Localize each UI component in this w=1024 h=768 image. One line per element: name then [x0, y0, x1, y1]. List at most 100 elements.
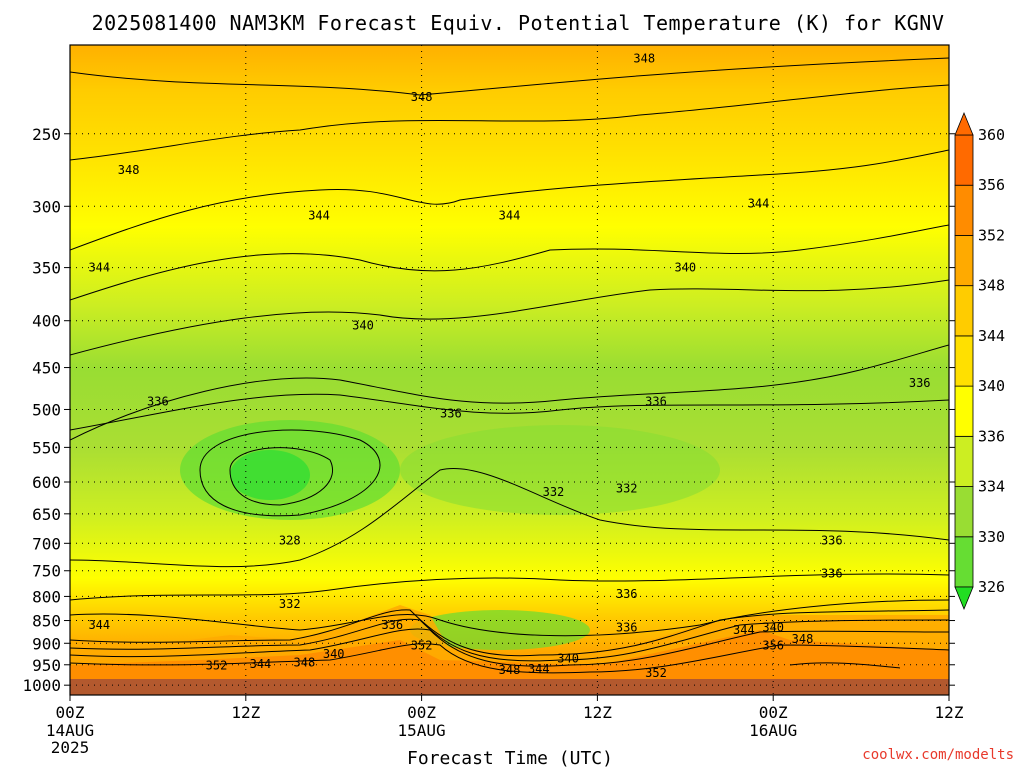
contour-label: 332	[543, 485, 565, 499]
y-tick-label: 700	[32, 534, 61, 553]
contour-336-b	[70, 393, 949, 431]
contour-label: 344	[88, 618, 110, 632]
y-tick-label: 550	[32, 438, 61, 457]
contour-bundle-4	[70, 643, 949, 674]
contour-336-low	[70, 468, 949, 568]
colorbar-segment	[954, 536, 974, 588]
contour-label: 336	[616, 620, 638, 634]
colorbar-segment	[954, 285, 974, 337]
colorbar-label: 356	[978, 176, 1005, 194]
contour-label: 348	[118, 163, 140, 177]
colorbar-segment	[954, 134, 974, 186]
contour-340	[70, 224, 949, 301]
contour-bundle-5	[789, 662, 901, 669]
colorbar-label: 348	[978, 277, 1005, 295]
colorbar-extend-bottom	[954, 586, 974, 611]
contour-label: 348	[499, 663, 521, 677]
x-tick-label: 00Z	[759, 703, 788, 722]
contour-label: 336	[821, 533, 843, 547]
contour-label: 344	[499, 208, 521, 222]
contour-label: 344	[88, 261, 110, 275]
contour-label: 356	[762, 638, 784, 652]
y-tick-label: 750	[32, 562, 61, 581]
grid-lines	[70, 45, 949, 695]
contour-328	[229, 447, 333, 506]
y-tick-label: 250	[32, 125, 61, 144]
contour-label: 336	[645, 394, 667, 408]
contour-label: 344	[748, 197, 770, 211]
contour-label: 340	[762, 620, 784, 634]
contour-bundle-1	[70, 609, 949, 657]
y-tick-label: 300	[32, 197, 61, 216]
contour-bundle-2	[70, 618, 949, 662]
credit-text: coolwx.com/modelts	[862, 747, 1014, 763]
contour-348	[70, 84, 949, 161]
y-tick-label: 1000	[22, 676, 61, 695]
moist-region-2	[230, 450, 310, 500]
ground-strip	[70, 679, 949, 695]
colorbar-segment	[954, 385, 974, 437]
colorbar-extend-top	[954, 111, 974, 136]
contour-label: 336	[909, 376, 931, 390]
colorbar-label: 352	[978, 226, 1005, 244]
colorbar-segment	[954, 435, 974, 487]
colorbar: 326 330 334 336 340 344 348 352 356 360	[954, 111, 1005, 611]
x-tick-label: 00Z	[56, 703, 85, 722]
y-tick-label: 400	[32, 312, 61, 331]
x-axis-label: Forecast Time (UTC)	[407, 748, 613, 768]
moist-region-3	[400, 425, 720, 515]
contour-label: 340	[674, 261, 696, 275]
y-tick-label: 600	[32, 473, 61, 492]
contour-label: 336	[381, 618, 403, 632]
colorbar-segment	[954, 235, 974, 287]
contour-label: 340	[352, 319, 374, 333]
contour-label: 352	[645, 666, 667, 680]
x-date-label: 15AUG	[398, 721, 446, 740]
plot-area: 348 348 348 344 344 344 344 340 340 336 336 336 336 3…	[70, 45, 949, 695]
contour-label: 352	[206, 659, 228, 673]
plot-background	[70, 45, 949, 695]
contour-label: 344	[733, 623, 755, 637]
colorbar-label: 330	[978, 528, 1005, 546]
y-tick-label: 650	[32, 505, 61, 524]
contour-label: 336	[440, 406, 462, 420]
contour-label: 348	[294, 656, 316, 670]
contour-label: 336	[147, 394, 169, 408]
contour-label: 344	[528, 662, 550, 676]
contour-344	[70, 149, 949, 251]
colorbar-segment	[954, 184, 974, 236]
colorbar-label: 336	[978, 427, 1005, 445]
contour-336	[70, 344, 949, 441]
contour-340-b	[70, 279, 949, 356]
contour-340-low	[70, 573, 949, 601]
chart-title: 2025081400 NAM3KM Forecast Equiv. Potent…	[92, 11, 945, 35]
y-tick-label: 800	[32, 587, 61, 606]
contour-bundle-3	[70, 628, 949, 667]
y-tick-label: 450	[32, 359, 61, 378]
contour-label: 332	[616, 482, 638, 496]
colorbar-label: 326	[978, 578, 1005, 596]
contour-344-low	[70, 599, 949, 637]
colorbar-segment	[954, 486, 974, 538]
contour-label: 352	[411, 638, 433, 652]
moist-region-4	[410, 610, 590, 650]
contour-332	[199, 429, 381, 517]
colorbar-label: 340	[978, 377, 1005, 395]
colorbar-segment	[954, 335, 974, 387]
contour-labels: 348 348 348 344 344 344 344 340 340 336 336 336 336 3…	[88, 52, 930, 680]
y-tick-label: 850	[32, 612, 61, 631]
hot-boundary-layer	[70, 630, 949, 695]
y-tick-label: 950	[32, 656, 61, 675]
x-year-label: 2025	[51, 738, 90, 757]
contour-label: 332	[279, 597, 301, 611]
contour-label: 336	[821, 566, 843, 580]
x-tick-label: 00Z	[407, 703, 436, 722]
contour-label: 340	[557, 651, 579, 665]
colorbar-label: 344	[978, 327, 1005, 345]
contour-label: 348	[792, 632, 814, 646]
y-tick-label: 350	[32, 259, 61, 278]
contour-label: 340	[323, 647, 345, 661]
x-tick-label: 12Z	[935, 703, 964, 722]
